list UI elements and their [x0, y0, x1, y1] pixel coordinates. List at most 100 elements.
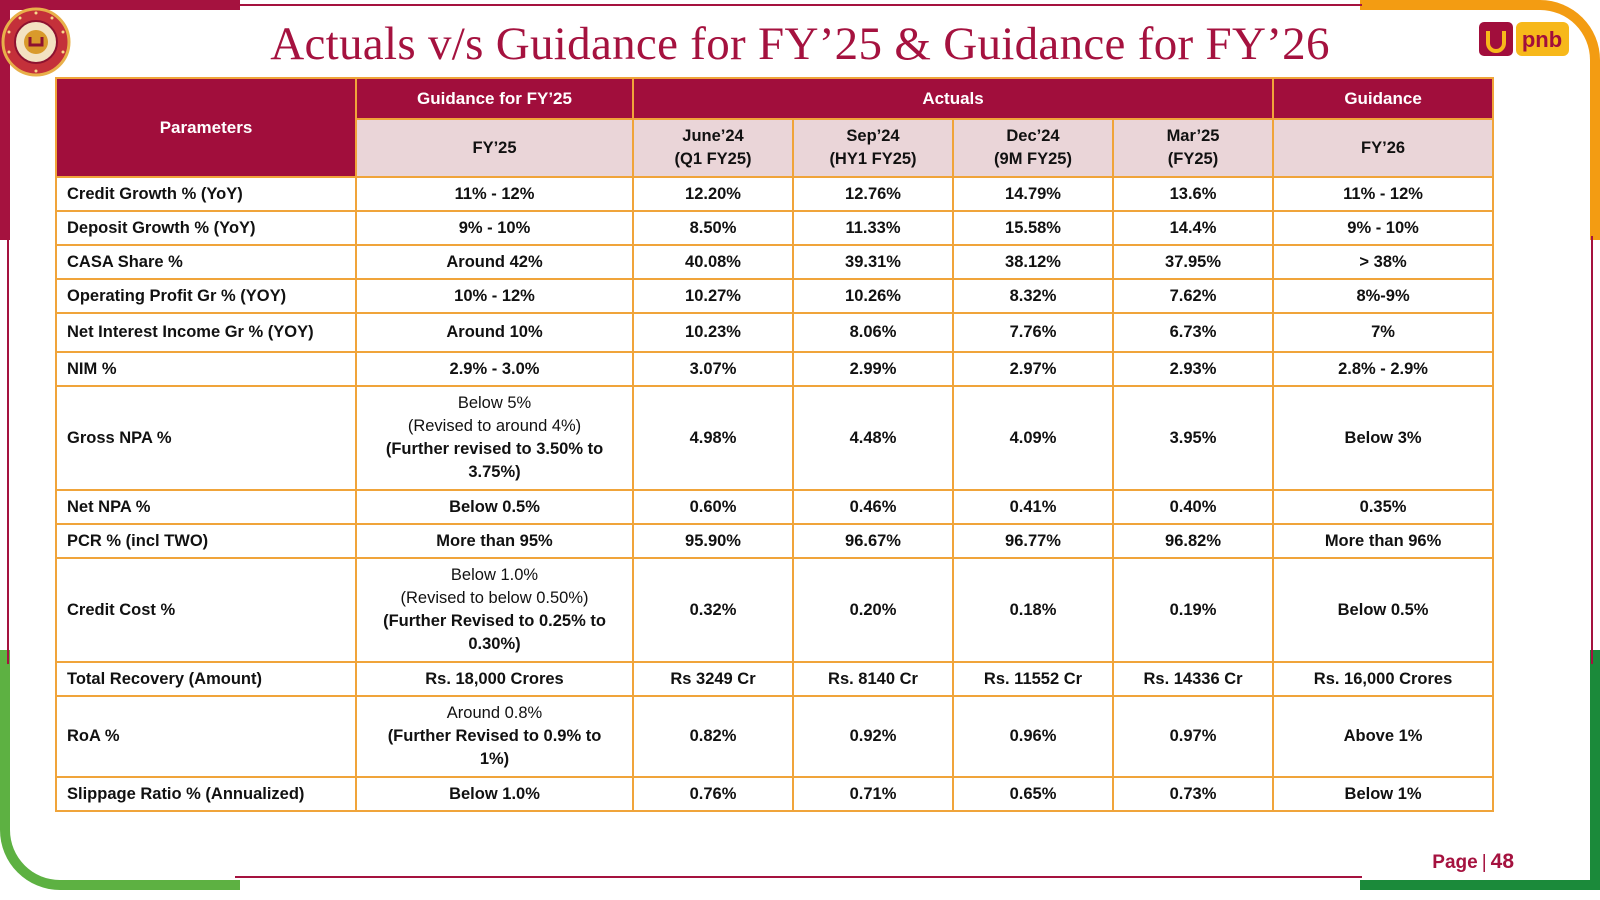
param-cell: Gross NPA % — [55, 385, 357, 491]
9m-cell: 14.79% — [952, 176, 1114, 212]
fy26-cell: More than 96% — [1272, 523, 1495, 559]
hy1-cell: 0.71% — [792, 776, 954, 812]
guidance-cell: Below 5% (Revised to around 4%) (Further… — [355, 385, 634, 491]
subheader-fy25: FY’25 — [355, 118, 634, 178]
table-row: Credit Cost % Below 1.0% (Revised to bel… — [55, 557, 1495, 663]
9m-cell: 2.97% — [952, 351, 1114, 387]
fy26-cell: 7% — [1272, 312, 1495, 353]
hy1-cell: 8.06% — [792, 312, 954, 353]
fy25-cell: 0.97% — [1111, 695, 1275, 778]
guidance-line: Below 5% — [457, 394, 532, 412]
guidance-cell: 9% - 10% — [355, 210, 634, 246]
table-row: RoA % Around 0.8% (Further Revised to 0.… — [55, 695, 1495, 778]
table-row: CASA Share % Around 42% 40.08% 39.31% 38… — [55, 244, 1495, 280]
hy1-cell: 0.20% — [792, 557, 954, 663]
fy25-cell: 6.73% — [1111, 312, 1275, 353]
fy25-cell: 7.62% — [1111, 278, 1275, 314]
fy25-cell: 3.95% — [1111, 385, 1275, 491]
q1-cell: 4.98% — [632, 385, 794, 491]
fy26-cell: 2.8% - 2.9% — [1272, 351, 1495, 387]
hy1-cell: 0.46% — [792, 489, 954, 525]
guidance-line: Around 0.8% — [446, 704, 543, 722]
subheader-mar25-line1: Mar’25 — [1166, 127, 1220, 145]
table-row: Gross NPA % Below 5% (Revised to around … — [55, 385, 1495, 491]
param-cell: PCR % (incl TWO) — [55, 523, 357, 559]
page-separator: | — [1481, 852, 1487, 873]
fy26-cell: 0.35% — [1272, 489, 1495, 525]
guidance-cell: Below 1.0% (Revised to below 0.50%) (Fur… — [355, 557, 634, 663]
guidance-line: 0.30%) — [468, 635, 521, 653]
fy26-cell: Below 1% — [1272, 776, 1495, 812]
guidance-cell: Around 10% — [355, 312, 634, 353]
param-cell: Credit Cost % — [55, 557, 357, 663]
header-guidance: Guidance — [1272, 77, 1495, 120]
frame-corner-top-right — [1360, 0, 1600, 240]
q1-cell: 0.82% — [632, 695, 794, 778]
q1-cell: 12.20% — [632, 176, 794, 212]
fy25-cell: 13.6% — [1111, 176, 1275, 212]
q1-cell: Rs 3249 Cr — [632, 661, 794, 697]
table-row: Net NPA % Below 0.5% 0.60% 0.46% 0.41% 0… — [55, 489, 1495, 525]
pnb-logo-icon: pnb — [1479, 22, 1569, 56]
fy26-cell: 9% - 10% — [1272, 210, 1495, 246]
fy25-cell: 0.19% — [1111, 557, 1275, 663]
subheader-dec24-line2: (9M FY25) — [994, 150, 1072, 168]
9m-cell: 0.96% — [952, 695, 1114, 778]
subheader-june24-line2: (Q1 FY25) — [674, 150, 752, 168]
subheader-fy26: FY’26 — [1272, 118, 1495, 178]
9m-cell: 8.32% — [952, 278, 1114, 314]
guidance-line: 3.75%) — [468, 463, 521, 481]
hy1-cell: 4.48% — [792, 385, 954, 491]
fy25-cell: 0.73% — [1111, 776, 1275, 812]
hy1-cell: 96.67% — [792, 523, 954, 559]
fy25-cell: 96.82% — [1111, 523, 1275, 559]
fy26-cell: Above 1% — [1272, 695, 1495, 778]
subheader-june24-line1: June’24 — [682, 127, 744, 145]
subheader-mar25: Mar’25 (FY25) — [1111, 118, 1275, 178]
page-title: Actuals v/s Guidance for FY’25 & Guidanc… — [270, 18, 1330, 70]
table-row: Credit Growth % (YoY) 11% - 12% 12.20% 1… — [55, 176, 1495, 212]
subheader-sep24-line1: Sep’24 — [846, 127, 900, 145]
param-cell: Total Recovery (Amount) — [55, 661, 357, 697]
header-actuals: Actuals — [631, 77, 1275, 120]
page-label: Page — [1432, 852, 1478, 873]
frame-line-bottom — [235, 876, 1362, 878]
q1-cell: 40.08% — [632, 244, 794, 280]
guidance-cell: 2.9% - 3.0% — [355, 351, 634, 387]
q1-cell: 0.32% — [632, 557, 794, 663]
param-cell: Net Interest Income Gr % (YOY) — [55, 312, 357, 353]
fy25-cell: 37.95% — [1111, 244, 1275, 280]
subheader-sep24: Sep’24 (HY1 FY25) — [792, 118, 954, 178]
guidance-cell: Below 1.0% — [355, 776, 634, 812]
param-cell: Slippage Ratio % (Annualized) — [55, 776, 357, 812]
q1-cell: 3.07% — [632, 351, 794, 387]
subheader-dec24: Dec’24 (9M FY25) — [952, 118, 1114, 178]
param-cell: CASA Share % — [55, 244, 357, 280]
header-guidance-fy25: Guidance for FY’25 — [355, 77, 634, 120]
9m-cell: 96.77% — [952, 523, 1114, 559]
frame-corner-top-left — [0, 0, 240, 240]
hy1-cell: 12.76% — [792, 176, 954, 212]
fy25-cell: 0.40% — [1111, 489, 1275, 525]
param-cell: Deposit Growth % (YoY) — [55, 210, 357, 246]
table-row: Net Interest Income Gr % (YOY) Around 10… — [55, 312, 1495, 353]
fy25-cell: 2.93% — [1111, 351, 1275, 387]
subheader-june24: June’24 (Q1 FY25) — [632, 118, 794, 178]
table-row: Deposit Growth % (YoY) 9% - 10% 8.50% 11… — [55, 210, 1495, 246]
subheader-dec24-line1: Dec’24 — [1006, 127, 1060, 145]
parivartan-emblem-icon — [1, 7, 71, 77]
table-row: PCR % (incl TWO) More than 95% 95.90% 96… — [55, 523, 1495, 559]
fy26-cell: 11% - 12% — [1272, 176, 1495, 212]
9m-cell: Rs. 11552 Cr — [952, 661, 1114, 697]
9m-cell: 0.41% — [952, 489, 1114, 525]
fy26-cell: Rs. 16,000 Crores — [1272, 661, 1495, 697]
frame-line-left — [7, 236, 9, 664]
9m-cell: 38.12% — [952, 244, 1114, 280]
fy26-cell: 8%-9% — [1272, 278, 1495, 314]
page-number: 48 — [1490, 850, 1514, 873]
q1-cell: 10.27% — [632, 278, 794, 314]
guidance-line: (Further revised to 3.50% to — [385, 440, 604, 458]
subheader-sep24-line2: (HY1 FY25) — [829, 150, 917, 168]
guidance-cell: Below 0.5% — [355, 489, 634, 525]
9m-cell: 15.58% — [952, 210, 1114, 246]
